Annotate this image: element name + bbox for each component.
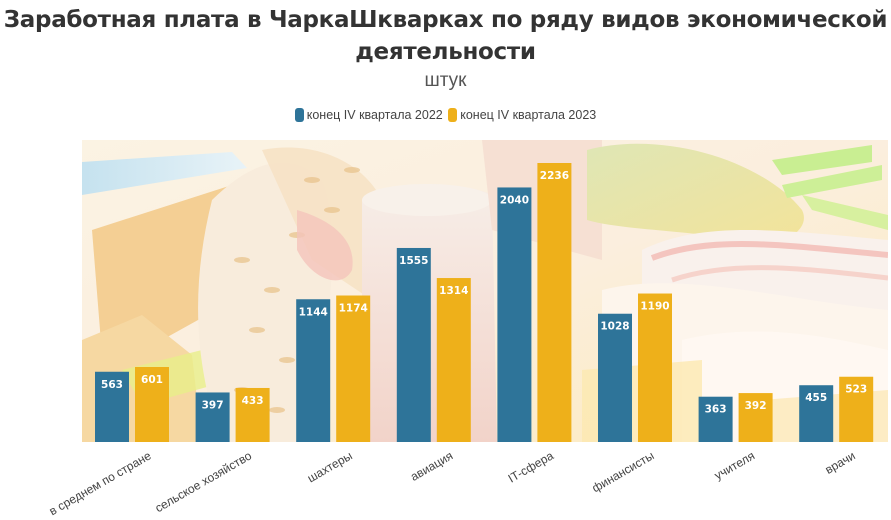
data-label-2023-0: 601 (141, 374, 163, 386)
data-label-2023-3: 1314 (439, 285, 468, 297)
x-tick-label-0: в среднем по стране (47, 448, 154, 518)
bar-2023-5[interactable] (638, 293, 672, 442)
data-label-2023-4: 2236 (540, 170, 569, 182)
chart-title: Заработная плата в ЧаркаШкварках по ряду… (0, 4, 891, 68)
bar-2022-5[interactable] (598, 313, 632, 442)
legend-item-2023[interactable]: конец IV квартала 2023 (448, 108, 596, 122)
data-label-2022-0: 563 (101, 379, 123, 391)
bar-2023-6[interactable] (738, 393, 773, 442)
bar-2022-3[interactable] (396, 247, 431, 442)
x-tick-label-3: авиация (408, 448, 455, 483)
data-label-2022-3: 1555 (399, 255, 428, 267)
data-label-2022-5: 1028 (600, 321, 629, 333)
bar-2023-7[interactable] (839, 376, 874, 442)
bar-2022-2[interactable] (296, 299, 331, 442)
legend-swatch-2023 (448, 108, 458, 122)
chart-title-line-2: деятельности (355, 39, 536, 65)
data-label-2022-4: 2040 (500, 194, 529, 206)
data-label-2023-5: 1190 (640, 301, 669, 313)
bar-2022-6[interactable] (698, 396, 733, 442)
bar-2022-1[interactable] (195, 392, 230, 442)
bar-2022-4[interactable] (497, 187, 532, 442)
value-labels-layer: 563 601 397 433 1144 1174 1555 1314 2040 2236 1028… (101, 170, 867, 416)
bar-2023-0[interactable] (135, 367, 169, 442)
legend-swatch-2022 (294, 108, 304, 122)
data-label-2023-7: 523 (845, 384, 867, 396)
data-label-2022-1: 397 (202, 399, 224, 411)
x-tick-label-1: сельское хозяйство (153, 448, 255, 515)
data-label-2022-2: 1144 (299, 306, 328, 318)
bar-2022-7[interactable] (799, 385, 834, 442)
x-tick-label-5: финансисты (589, 448, 656, 495)
data-label-2022-7: 455 (805, 392, 827, 404)
data-label-2023-2: 1174 (339, 303, 368, 315)
legend-item-2022[interactable]: конец IV квартала 2022 (294, 108, 443, 122)
legend: конец IV квартала 2022 конец IV квартала… (0, 108, 891, 125)
x-tick-label-7: врачи (823, 448, 858, 476)
bar-2022-0[interactable] (95, 371, 129, 442)
x-tick-label-2: шахтеры (305, 448, 355, 485)
bar-2023-4[interactable] (537, 163, 572, 442)
chart-title-line-1: Заработная плата в ЧаркаШкварках по ряду… (3, 7, 888, 33)
legend-label-2023: конец IV квартала 2023 (460, 108, 597, 122)
bar-2023-2[interactable] (336, 295, 371, 442)
x-axis-tick-labels: в среднем по стране сельское хозяйство шах… (47, 448, 858, 518)
x-tick-label-6: учителя (712, 448, 757, 482)
data-label-2023-6: 392 (745, 400, 767, 412)
data-label-2023-1: 433 (242, 395, 264, 407)
x-tick-label-4: IT-сфера (506, 448, 556, 485)
legend-label-2022: конец IV квартала 2022 (306, 108, 443, 122)
bar-2023-1[interactable] (235, 387, 270, 442)
chart-subtitle: штук (424, 70, 467, 91)
data-label-2022-6: 363 (705, 404, 727, 416)
bars-layer (95, 163, 874, 442)
bar-2023-3[interactable] (436, 278, 471, 442)
